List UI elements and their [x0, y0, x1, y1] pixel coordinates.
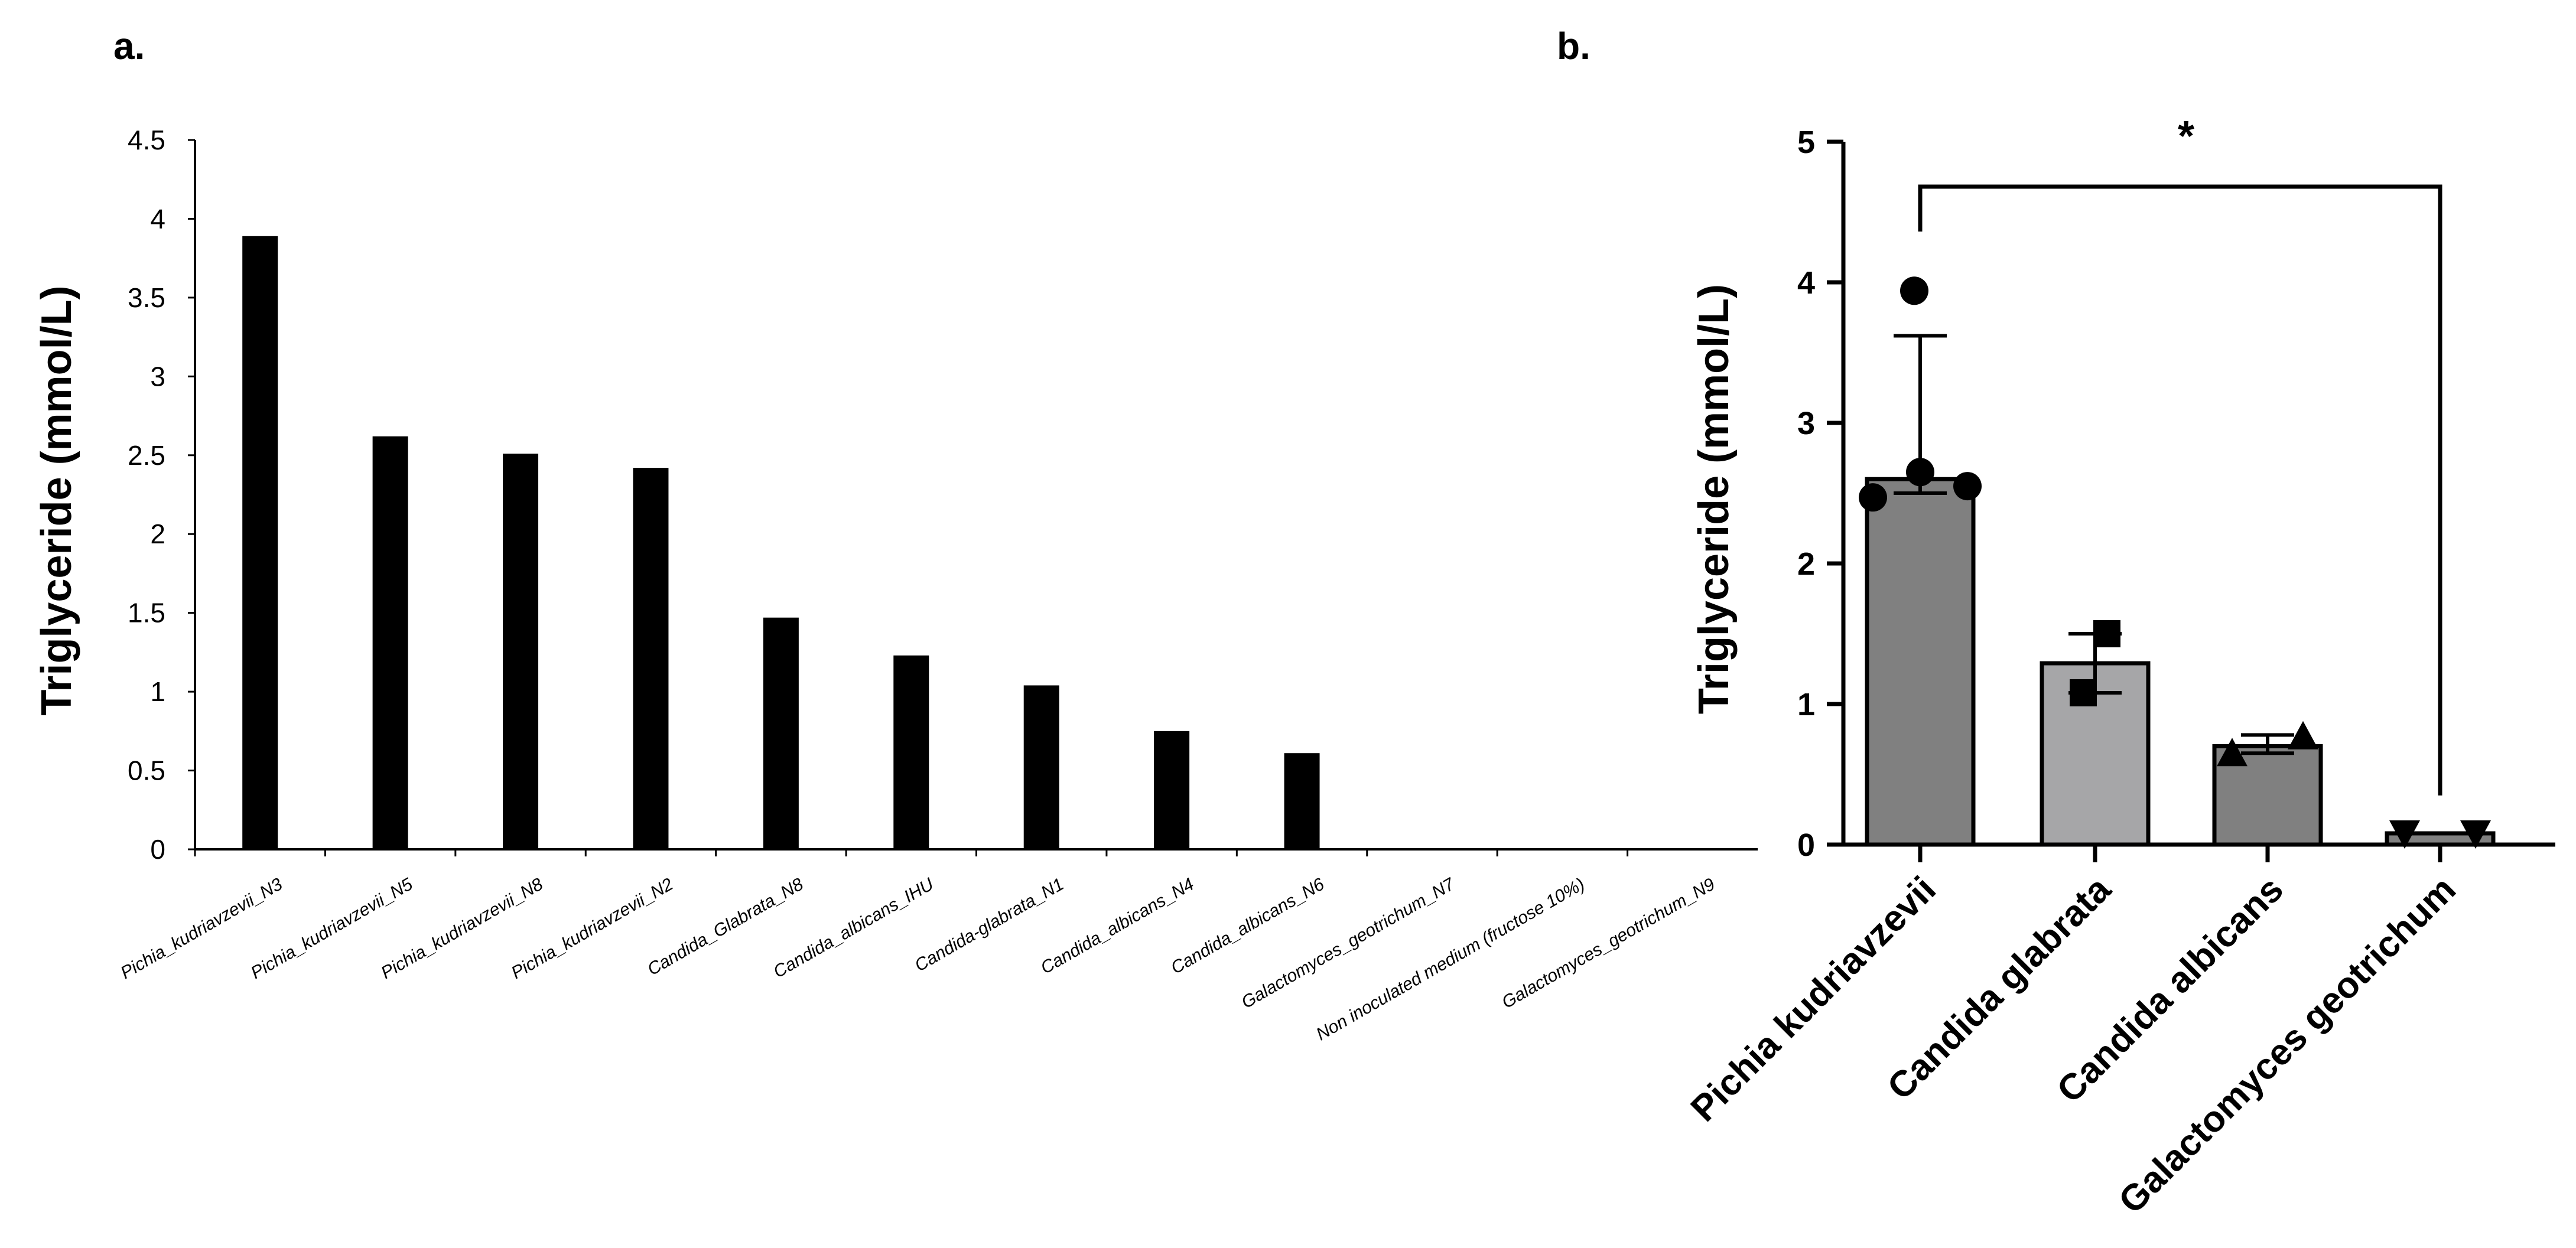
a-y-tick-label: 3.5	[128, 282, 165, 313]
a-bar	[1154, 731, 1190, 849]
a-bar	[242, 236, 278, 849]
b-bar	[1865, 477, 1976, 847]
a-y-tick-label: 1	[150, 676, 165, 707]
b-data-point	[2288, 721, 2318, 750]
b-data-point	[2389, 820, 2420, 849]
b-category-label: Galactomyces geotrichum	[2111, 869, 2464, 1221]
a-category-label: Galactomyces_geotrichum_N9	[1499, 874, 1719, 1012]
a-y-tick-label: 3	[150, 361, 165, 392]
a-y-tick-label: 4	[150, 203, 165, 234]
b-y-tick-label: 0	[1797, 827, 1815, 863]
b-y-axis-label: Triglyceride (mmol/L)	[1690, 284, 1738, 714]
b-data-point	[2460, 820, 2491, 849]
b-significance-label: *	[2178, 113, 2194, 160]
a-y-tick-label: 0	[150, 834, 165, 865]
b-y-tick-label: 4	[1797, 265, 1815, 301]
b-data-point	[1900, 276, 1928, 305]
b-data-point	[2070, 679, 2097, 706]
b-y-tick-label: 1	[1797, 687, 1815, 722]
a-bar	[1023, 685, 1059, 849]
a-y-tick-label: 1.5	[128, 598, 165, 628]
a-bar	[1284, 753, 1320, 849]
a-bar	[763, 617, 799, 849]
panel-b-label: b.	[1557, 25, 1591, 67]
b-data-point	[1906, 458, 1934, 487]
chart-a: 00.511.522.533.544.5Pichia_kudriavzevii_…	[33, 125, 1758, 1044]
a-y-tick-label: 2	[150, 519, 165, 549]
a-bar	[893, 655, 929, 849]
a-y-tick-label: 2.5	[128, 440, 165, 471]
b-data-point	[2217, 738, 2248, 767]
b-data-point	[1953, 472, 1982, 501]
b-y-tick-label: 5	[1797, 125, 1815, 160]
a-category-label: Non inoculated medium (fructose 10%)	[1313, 874, 1588, 1044]
b-y-tick-label: 3	[1797, 406, 1815, 441]
a-y-tick-label: 0.5	[128, 755, 165, 786]
a-bar	[633, 468, 669, 849]
panel-a-label: a.	[113, 25, 145, 67]
b-data-point	[1859, 483, 1887, 512]
a-category-label: Galactomyces_geotrichum_N7	[1238, 874, 1459, 1012]
a-bar	[503, 454, 539, 849]
b-significance-bracket	[1918, 184, 2442, 796]
a-bar	[372, 436, 408, 849]
a-y-axis-label: Triglyceride (mmol/L)	[33, 285, 80, 715]
a-y-tick-label: 4.5	[128, 125, 165, 155]
b-data-point	[2093, 620, 2120, 647]
b-y-tick-label: 2	[1797, 546, 1815, 582]
